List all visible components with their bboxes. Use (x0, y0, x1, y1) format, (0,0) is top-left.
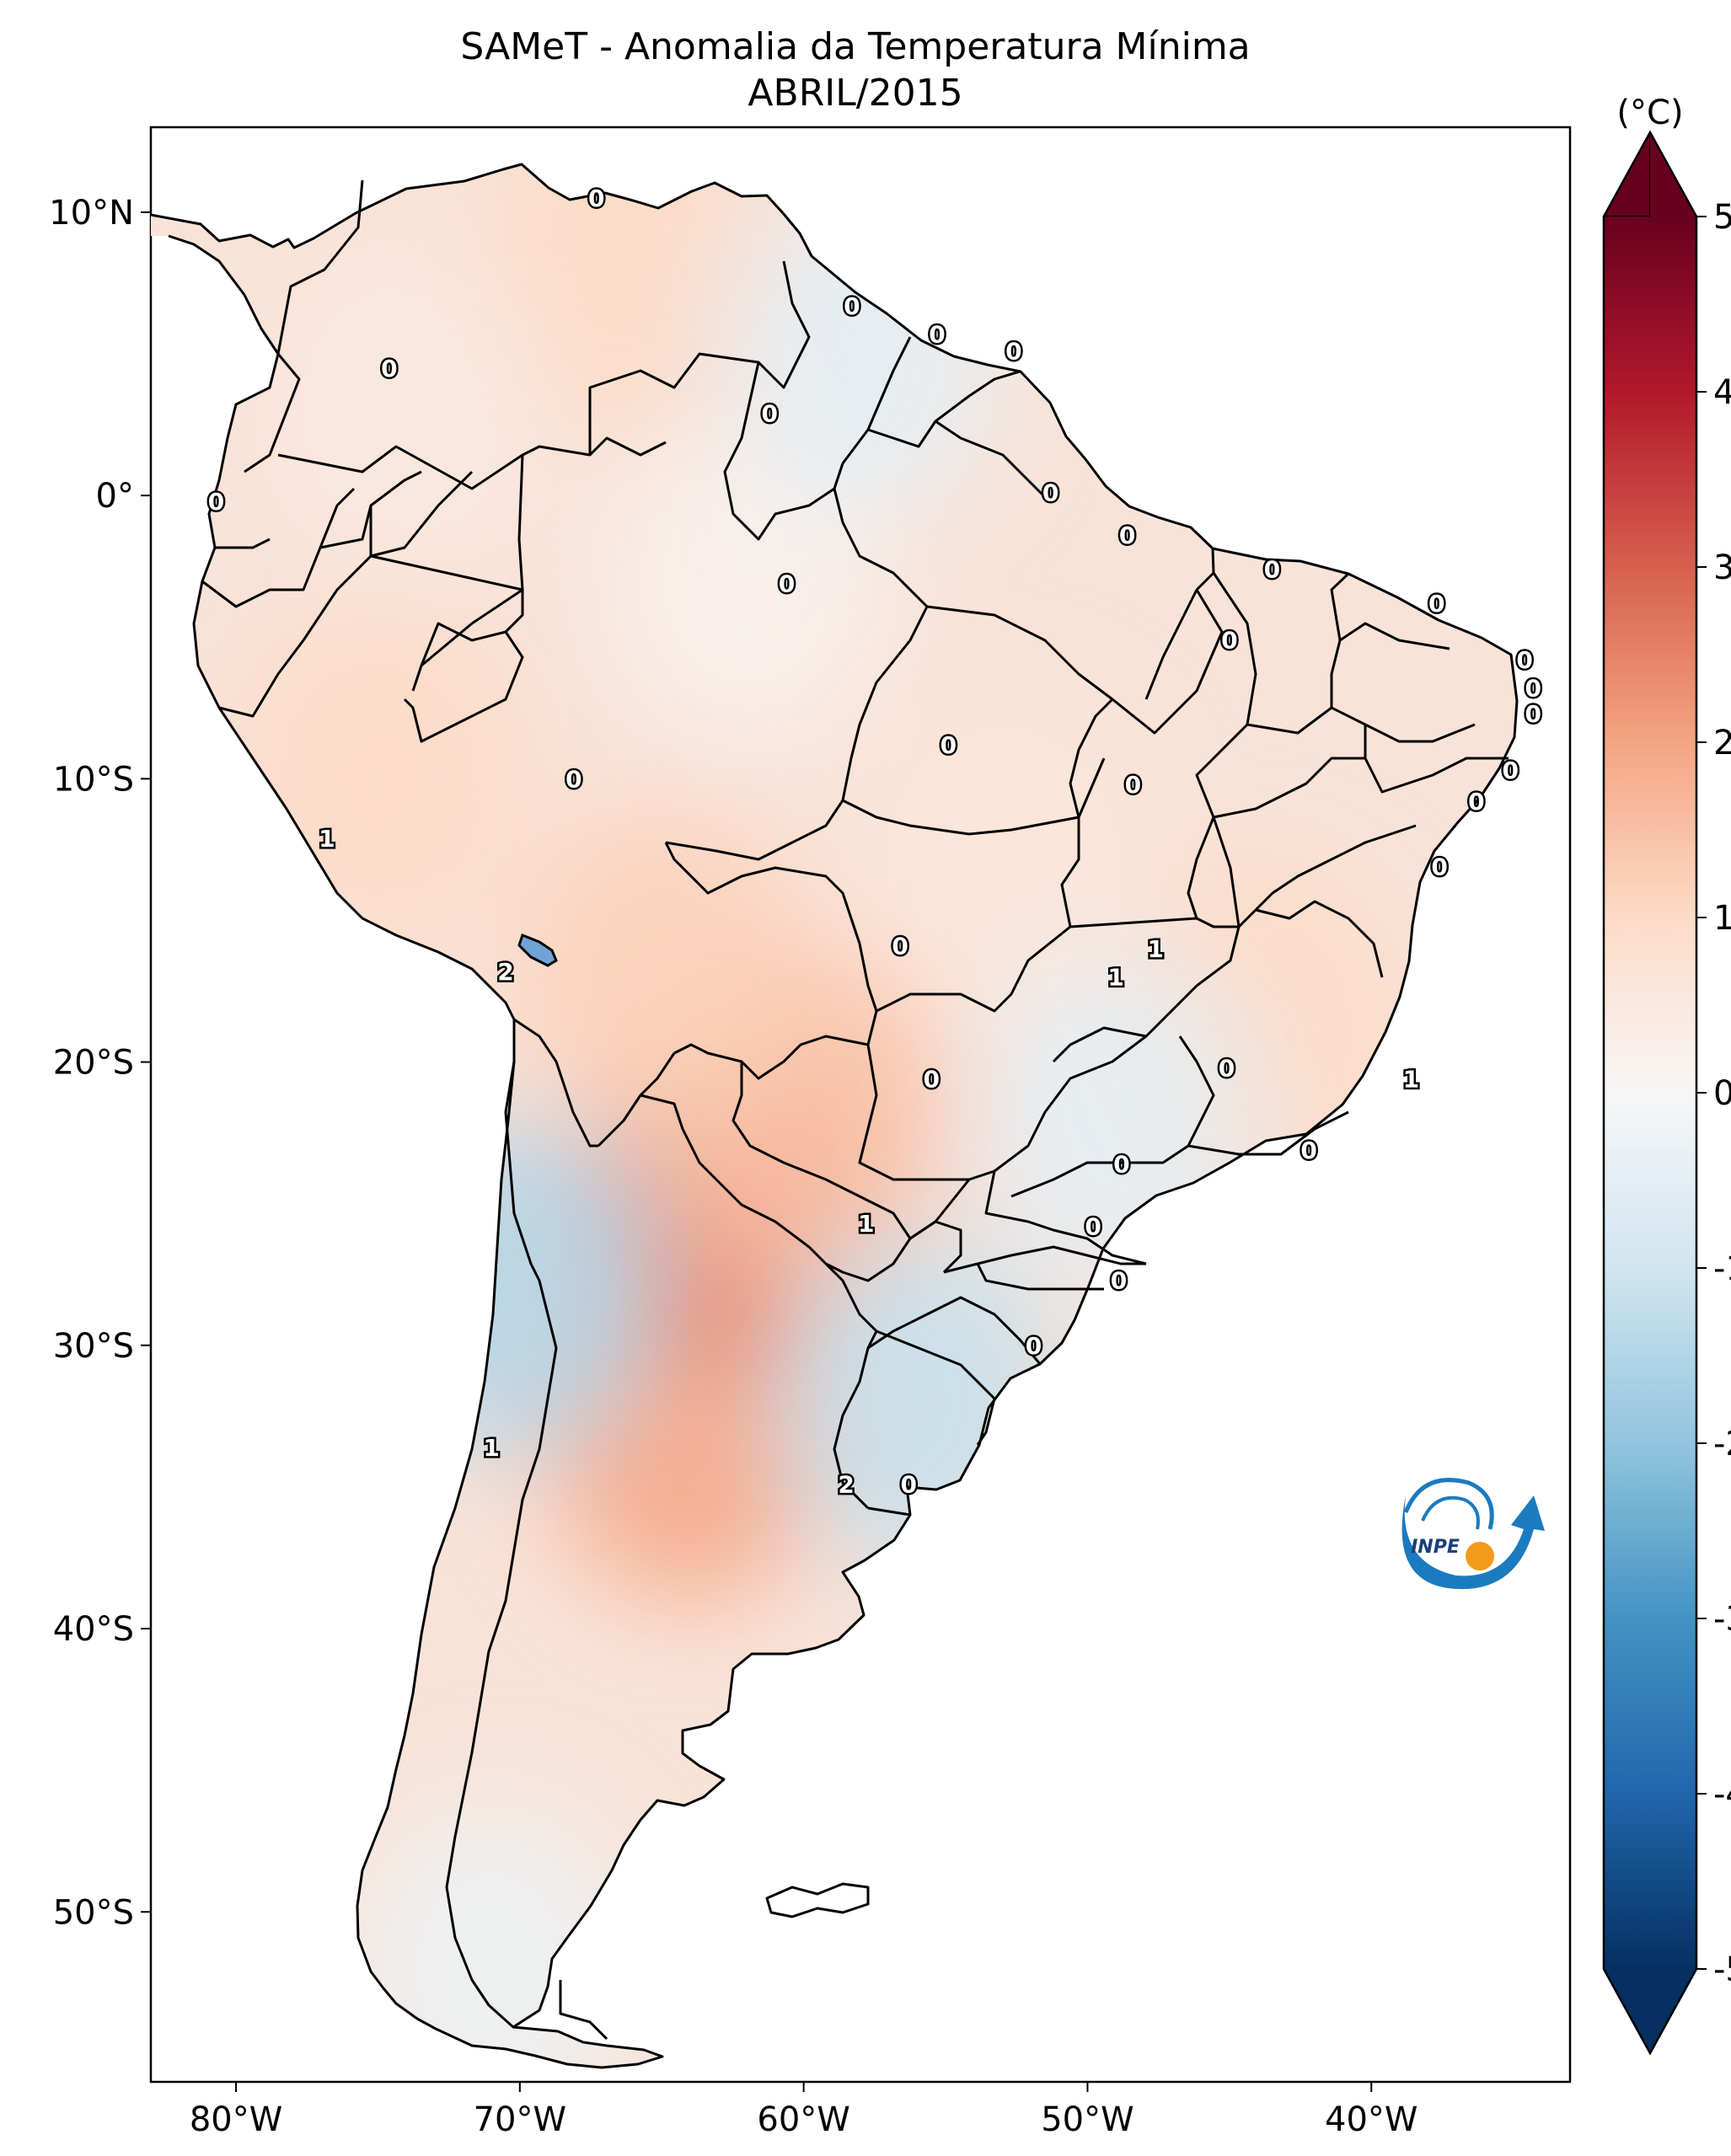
colorbar-tick-label: -2 (1713, 1425, 1731, 1463)
colorbar-extend-min (1604, 1969, 1696, 2053)
lat-tick-label: 50°S (53, 1893, 134, 1932)
colorbar-tick-label: -5 (1713, 1950, 1731, 1989)
anomaly-bolivia (518, 808, 806, 1146)
lat-tick-label: 30°S (53, 1327, 134, 1366)
inpe-logo-swirl (1403, 1478, 1494, 1530)
colorbar-tick-label: -3 (1713, 1600, 1731, 1639)
contour-label: 0 (929, 320, 945, 348)
contour-label: 1 (319, 825, 335, 853)
inpe-logo-arc (1401, 1495, 1545, 1590)
lon-tick-label: 50°W (1041, 2100, 1133, 2139)
inpe-logo-text: INPE (1411, 1537, 1460, 1558)
contour-label: 0 (1468, 788, 1484, 816)
contour-label: 0 (1525, 675, 1541, 703)
contour-label: 0 (1085, 1213, 1101, 1241)
lat-tick-label: 0° (96, 477, 134, 516)
contour-label: 0 (1125, 771, 1141, 799)
contour-label: 0 (1431, 853, 1447, 881)
contour-label: 0 (1516, 646, 1532, 674)
lat-tick-label: 10°N (49, 194, 134, 233)
contour-label: 0 (1111, 1266, 1127, 1294)
lat-tick-label: 20°S (53, 1044, 134, 1083)
anomaly-colombia (263, 242, 550, 580)
colorbar-unit: (°C) (1616, 94, 1683, 132)
contour-label: 0 (1300, 1137, 1316, 1164)
contour-label: 0 (565, 765, 581, 793)
contour-label: 1 (1148, 935, 1164, 963)
contour-label: 0 (1503, 757, 1519, 784)
contour-label: 0 (1264, 556, 1280, 584)
colorbar-tick-label: 1 (1713, 899, 1731, 938)
lon-tick-label: 60°W (757, 2100, 849, 2139)
colorbar-tick-label: 5 (1713, 198, 1731, 237)
colorbar-tick-label: 3 (1713, 548, 1731, 587)
contour-label: 0 (901, 1471, 917, 1499)
contour-label: 0 (1428, 590, 1444, 618)
colorbar-tick-label: 0 (1713, 1074, 1731, 1113)
lon-tick-label: 70°W (474, 2100, 566, 2139)
contour-label: 1 (858, 1210, 874, 1238)
contour-label: 0 (1219, 1054, 1235, 1082)
contour-label: 0 (1113, 1151, 1129, 1179)
inpe-logo-swirl2 (1421, 1495, 1480, 1530)
contour-label: 0 (923, 1066, 939, 1094)
contour-label: 0 (208, 488, 224, 516)
contour-label: 0 (1119, 522, 1135, 549)
lat-tick-label: 40°S (53, 1610, 134, 1649)
colorbar-tick-label: 4 (1713, 373, 1731, 412)
anomaly-central-brazil (859, 695, 1146, 1033)
contour-label: 1 (483, 1434, 499, 1462)
colorbar-tick-label: -1 (1713, 1249, 1731, 1288)
contour-label: 0 (1005, 338, 1021, 366)
political-borders (151, 163, 1519, 2069)
inpe-logo: INPE (1401, 1478, 1545, 1590)
colorbar-tick-label: 2 (1713, 724, 1731, 762)
contour-label: 2 (838, 1471, 854, 1499)
contour-label: 2 (497, 958, 513, 986)
contour-label: 0 (844, 292, 860, 320)
longitude-ticks: 80°W 70°W 60°W 50°W 40°W (190, 2082, 1417, 2139)
lake-titicaca (517, 934, 558, 967)
contour-label: 0 (381, 355, 397, 383)
contour-label: 0 (892, 933, 908, 960)
contour-label: 0 (941, 731, 957, 759)
contour-label: 0 (1026, 1332, 1042, 1360)
contour-label: 1 (1403, 1066, 1419, 1094)
contour-label: 0 (1525, 700, 1541, 728)
map-subtitle: ABRIL/2015 (748, 72, 962, 115)
contour-label: 0 (779, 570, 795, 597)
map-title: SAMeT - Anomalia da Temperatura Mínima (460, 25, 1250, 68)
latitude-ticks: 10°N 0° 10°S 20°S 30°S 40°S 50°S (49, 194, 151, 1932)
colorbar-tick-label: -4 (1713, 1775, 1731, 1814)
contour-label: 0 (761, 400, 777, 428)
lat-tick-label: 10°S (53, 760, 134, 799)
colorbar: (°C) 5 4 3 2 1 0 -1 -2 -3 -4 -5 (1602, 94, 1731, 2056)
contour-label: 0 (588, 185, 604, 212)
contour-label: 1 (1107, 964, 1123, 992)
inpe-logo-sun (1466, 1542, 1494, 1570)
lon-tick-label: 80°W (190, 2100, 282, 2139)
contour-label: 0 (1221, 627, 1237, 655)
contour-label: 0 (1042, 479, 1058, 507)
lon-tick-label: 40°W (1325, 2100, 1417, 2139)
colorbar-body (1604, 217, 1696, 1969)
